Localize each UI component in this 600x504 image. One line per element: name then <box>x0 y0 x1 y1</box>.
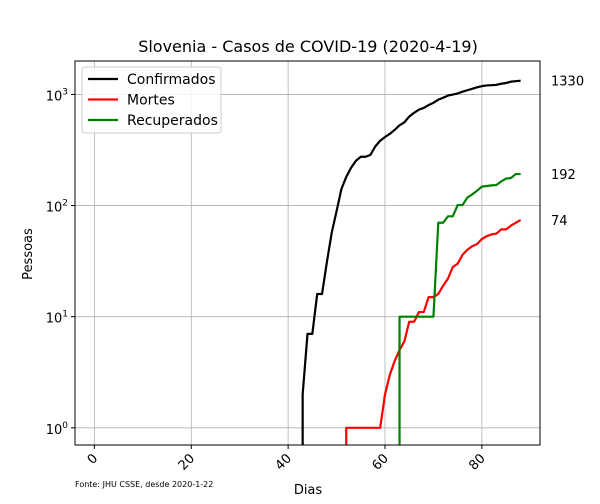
x-axis-label: Dias <box>294 483 323 498</box>
legend-label-confirmados: Confirmados <box>127 72 216 88</box>
end-label-confirmados: 1330 <box>551 75 584 90</box>
x-axis-ticks: 0 20 40 60 80 <box>85 445 489 474</box>
y-tick-label: 103 <box>46 87 68 104</box>
axes-frame <box>74 60 541 446</box>
end-labels: 1330 74 192 <box>551 75 584 229</box>
plot-frame <box>74 60 541 446</box>
source-note: Fonte: JHU CSSE, desde 2020-1-22 <box>75 480 213 489</box>
legend-label-recuperados: Recuperados <box>127 113 218 129</box>
x-tick-label: 60 <box>370 451 392 473</box>
series-line-confirmados <box>301 79 521 445</box>
chart-title: Slovenia - Casos de COVID-19 (2020-4-19) <box>138 37 478 56</box>
series-layer <box>301 79 522 445</box>
y-tick-label: 101 <box>46 310 68 327</box>
legend: Confirmados Mortes Recuperados <box>81 66 222 134</box>
x-tick-label: 80 <box>466 451 488 473</box>
x-tick-label: 20 <box>176 451 198 473</box>
y-tick-label: 102 <box>46 199 68 216</box>
legend-label-mortes: Mortes <box>127 93 175 109</box>
end-label-recuperados: 192 <box>551 168 576 183</box>
x-tick-label: 0 <box>85 451 101 467</box>
end-label-mortes: 74 <box>551 214 568 229</box>
x-tick-label: 40 <box>273 451 295 473</box>
legend-box <box>81 66 222 134</box>
series-line-mortes <box>345 219 522 445</box>
y-axis-label: Pessoas <box>21 228 36 280</box>
y-axis-ticks: 100 101 102 103 <box>46 87 75 438</box>
series-line-recuperados <box>398 172 521 445</box>
y-tick-label: 100 <box>46 421 69 438</box>
